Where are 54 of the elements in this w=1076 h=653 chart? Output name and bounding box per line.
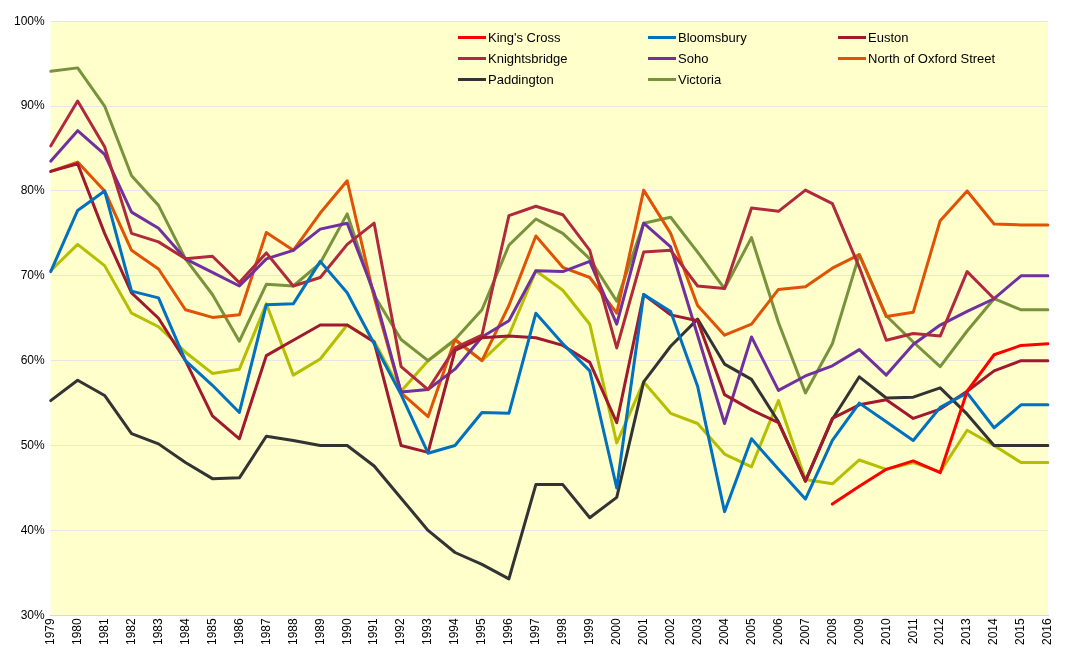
x-tick-label: 2012 — [932, 617, 947, 646]
legend-label: Euston — [868, 30, 909, 45]
x-tick-label: 1996 — [501, 617, 516, 646]
y-tick-label: 100% — [13, 13, 46, 28]
y-tick-label: 60% — [20, 353, 46, 367]
y-tick-label: 70% — [20, 268, 46, 283]
x-tick-label: 1986 — [231, 617, 246, 646]
y-tick-label: 40% — [20, 522, 46, 537]
x-tick-label: 1989 — [312, 617, 327, 646]
x-tick-label: 1987 — [258, 617, 273, 646]
x-tick-label: 2005 — [743, 617, 758, 646]
x-tick-label: 2001 — [636, 617, 650, 646]
x-tick-label: 1982 — [123, 617, 138, 646]
x-tick-label: 1997 — [528, 617, 543, 646]
x-tick-label: 1991 — [366, 617, 381, 646]
legend-label: Soho — [678, 51, 709, 66]
legend-label: Bloomsbury — [678, 30, 747, 45]
x-tick-label: 2006 — [770, 617, 785, 646]
x-tick-label: 2009 — [851, 617, 866, 646]
legend-label: North of Oxford Street — [868, 51, 996, 66]
x-tick-label: 1992 — [393, 617, 408, 646]
x-tick-label: 2003 — [689, 617, 704, 646]
y-tick-label: 30% — [20, 607, 46, 622]
x-tick-label: 1998 — [555, 617, 570, 646]
x-tick-label: 2016 — [1040, 617, 1055, 646]
x-tick-label: 2007 — [797, 617, 812, 646]
x-tick-label: 2000 — [609, 617, 624, 646]
y-tick-label: 50% — [20, 437, 46, 452]
x-tick-label: 1993 — [420, 617, 435, 646]
x-tick-label: 1985 — [204, 617, 219, 646]
x-tick-label: 2011 — [905, 617, 920, 645]
x-tick-label: 2014 — [986, 617, 1001, 646]
legend-label: Paddington — [488, 72, 554, 87]
y-tick-label: 90% — [20, 98, 46, 113]
legend-label: King's Cross — [488, 30, 561, 45]
x-tick-label: 2015 — [1013, 617, 1028, 646]
x-tick-label: 1999 — [582, 617, 597, 646]
x-tick-label: 2010 — [878, 617, 893, 646]
x-tick-label: 2002 — [662, 617, 677, 646]
x-tick-label: 2008 — [824, 617, 839, 646]
y-tick-label: 80% — [20, 183, 46, 198]
legend-label: Knightsbridge — [488, 51, 568, 66]
legend-label: Victoria — [678, 72, 722, 87]
x-tick-label: 1988 — [285, 617, 300, 646]
x-tick-label: 2013 — [959, 617, 974, 646]
x-tick-label: 1984 — [177, 617, 192, 646]
x-tick-label: 1983 — [150, 617, 165, 646]
x-tick-label: 1994 — [447, 617, 462, 646]
x-tick-label: 2004 — [716, 617, 731, 646]
x-tick-label: 1990 — [339, 617, 354, 646]
x-tick-label: 1995 — [474, 617, 489, 646]
x-tick-label: 1981 — [96, 617, 111, 646]
x-tick-label: 1980 — [69, 617, 84, 646]
x-tick-label: 1979 — [43, 617, 57, 646]
